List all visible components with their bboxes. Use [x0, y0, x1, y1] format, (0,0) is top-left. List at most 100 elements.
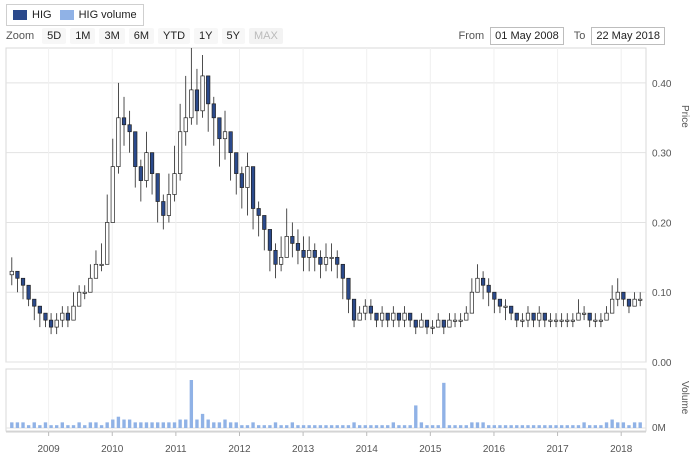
volume-bar[interactable] [60, 422, 64, 428]
volume-bar[interactable] [374, 425, 379, 428]
candle[interactable] [632, 298, 637, 307]
candle[interactable] [525, 312, 531, 321]
candle[interactable] [9, 270, 14, 276]
candle[interactable] [222, 131, 228, 140]
candle[interactable] [509, 305, 514, 314]
candle[interactable] [127, 124, 132, 133]
candle[interactable] [581, 312, 587, 315]
candle[interactable] [166, 194, 171, 216]
volume-bar[interactable] [66, 425, 70, 428]
candle[interactable] [419, 319, 424, 328]
candle[interactable] [307, 250, 312, 258]
candle[interactable] [323, 256, 329, 265]
candle[interactable] [464, 312, 469, 321]
candle[interactable] [144, 152, 149, 181]
candle[interactable] [161, 201, 166, 216]
candle[interactable] [211, 103, 216, 119]
candle[interactable] [604, 312, 609, 321]
candle[interactable] [374, 312, 379, 321]
legend-item-hig-volume[interactable]: HIG volume [59, 9, 137, 21]
volume-bar[interactable] [475, 422, 480, 428]
candle[interactable] [492, 291, 497, 300]
volume-bar[interactable] [363, 425, 367, 428]
volume-bar[interactable] [150, 422, 154, 428]
candle[interactable] [402, 312, 407, 321]
volume-bar[interactable] [273, 422, 278, 428]
candle[interactable] [346, 277, 351, 300]
volume-bar[interactable] [402, 425, 407, 428]
volume-bar[interactable] [71, 425, 76, 428]
volume-bar[interactable] [509, 425, 513, 428]
volume-bar[interactable] [492, 425, 497, 428]
volume-bar[interactable] [245, 425, 250, 428]
candle[interactable] [71, 305, 76, 321]
volume-bar[interactable] [178, 419, 182, 428]
volume-bar[interactable] [200, 413, 205, 428]
candle[interactable] [54, 319, 59, 328]
candle[interactable] [138, 166, 143, 181]
volume-bar[interactable] [498, 425, 502, 428]
candle[interactable] [267, 229, 272, 251]
candle[interactable] [60, 312, 65, 321]
volume-bar[interactable] [139, 422, 143, 428]
candle[interactable] [48, 319, 54, 328]
volume-bar[interactable] [520, 425, 525, 428]
volume-bar[interactable] [526, 425, 530, 428]
volume-bar[interactable] [285, 425, 289, 428]
volume-bar[interactable] [116, 416, 121, 428]
candle[interactable] [413, 319, 418, 328]
candle[interactable] [110, 166, 115, 223]
candle[interactable] [458, 319, 463, 322]
candle[interactable] [351, 298, 357, 321]
candle[interactable] [621, 291, 626, 300]
volume-bar[interactable] [189, 380, 194, 428]
candle[interactable] [408, 312, 413, 321]
volume-bar[interactable] [240, 425, 244, 428]
candle[interactable] [329, 256, 334, 259]
volume-bar[interactable] [217, 422, 222, 428]
volume-bar[interactable] [627, 425, 631, 428]
volume-bar[interactable] [296, 425, 300, 428]
volume-bar[interactable] [632, 422, 637, 428]
candle[interactable] [542, 312, 547, 321]
volume-bar[interactable] [391, 422, 396, 428]
zoom-button-ytd[interactable]: YTD [158, 28, 191, 44]
candle[interactable] [368, 305, 373, 314]
volume-bar[interactable] [419, 422, 424, 428]
candle[interactable] [481, 277, 486, 286]
volume-bar[interactable] [83, 425, 87, 428]
volume-bar[interactable] [38, 425, 42, 428]
zoom-button-1m[interactable]: 1M [70, 28, 96, 44]
candle[interactable] [615, 291, 620, 300]
volume-bar[interactable] [184, 419, 188, 428]
volume-bar[interactable] [487, 425, 491, 428]
volume-bar[interactable] [329, 425, 334, 428]
candle[interactable] [357, 312, 362, 321]
volume-bar[interactable] [99, 425, 104, 428]
volume-bar[interactable] [543, 425, 547, 428]
volume-bar[interactable] [223, 419, 227, 428]
volume-bar[interactable] [531, 425, 536, 428]
volume-bar[interactable] [133, 422, 137, 428]
volume-bar[interactable] [335, 425, 339, 428]
candle[interactable] [183, 117, 188, 133]
volume-bar[interactable] [290, 422, 295, 428]
volume-bar[interactable] [442, 382, 446, 428]
volume-bar[interactable] [369, 425, 373, 428]
volume-bar[interactable] [127, 419, 132, 428]
candle[interactable] [284, 236, 289, 258]
candle[interactable] [430, 326, 435, 329]
zoom-button-5y[interactable]: 5Y [221, 28, 245, 44]
candle[interactable] [26, 284, 31, 300]
volume-bar[interactable] [49, 425, 53, 428]
volume-bar[interactable] [161, 422, 165, 428]
volume-bar[interactable] [453, 425, 457, 428]
volume-bar[interactable] [414, 405, 418, 428]
candle[interactable] [531, 312, 536, 321]
candle[interactable] [475, 277, 480, 293]
candle[interactable] [503, 305, 508, 308]
candle[interactable] [82, 291, 87, 294]
volume-bar[interactable] [481, 422, 485, 428]
volume-bar[interactable] [105, 422, 109, 428]
volume-bar[interactable] [447, 425, 452, 428]
